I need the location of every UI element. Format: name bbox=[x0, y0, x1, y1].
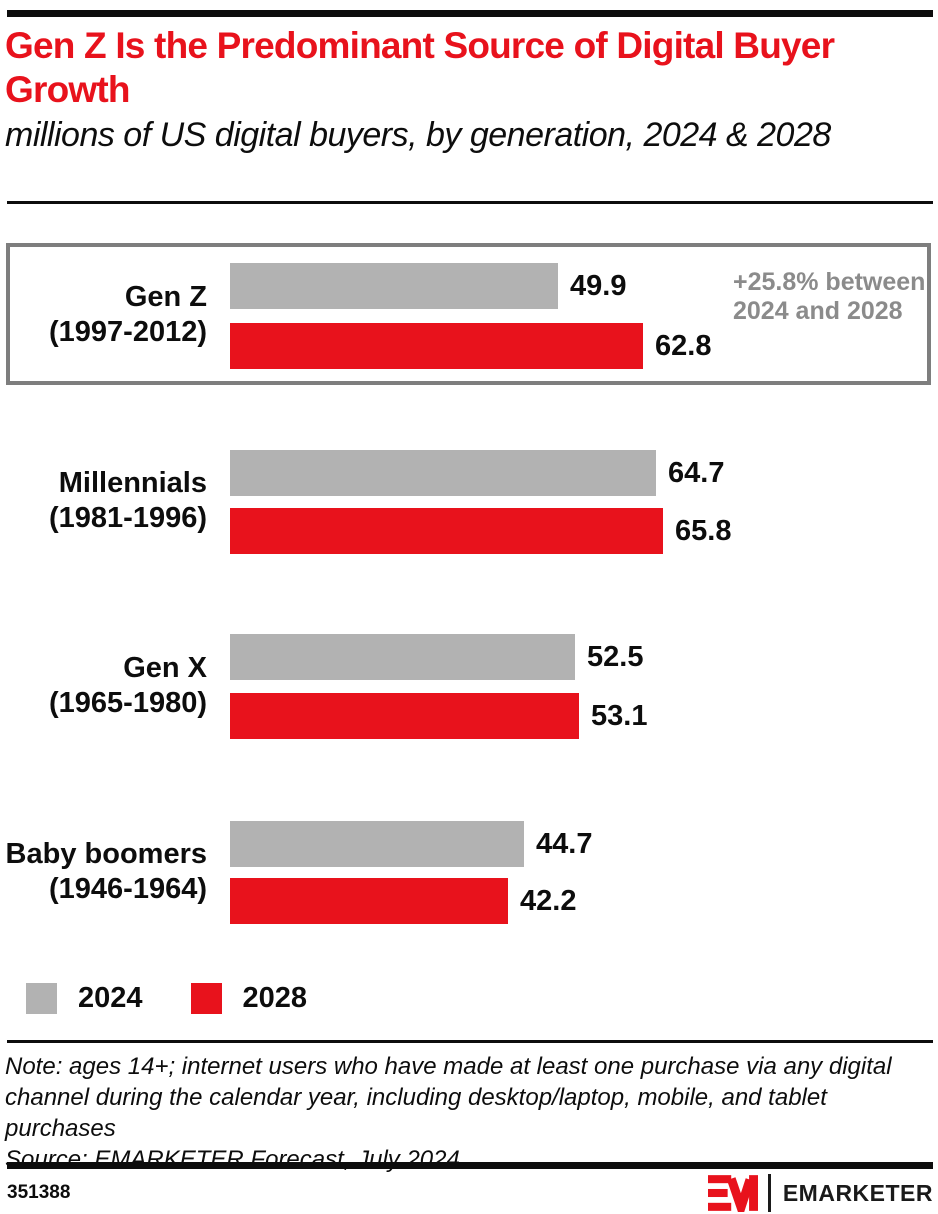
note-text: Note: ages 14+; internet users who have … bbox=[5, 1053, 892, 1142]
note-divider bbox=[7, 1040, 933, 1043]
bar-fill-2028 bbox=[230, 508, 663, 554]
category-label-millennials: Millennials (1981-1996) bbox=[0, 466, 207, 536]
bar-fill-2024 bbox=[230, 634, 575, 680]
growth-annotation: +25.8% between 2024 and 2028 bbox=[733, 268, 926, 325]
bar-row-gen-z-2024: 49.9 bbox=[230, 263, 626, 309]
legend-label-2024: 2024 bbox=[78, 982, 143, 1014]
logo-divider bbox=[767, 1174, 771, 1212]
bar-fill-2024 bbox=[230, 450, 656, 496]
chart-title: Gen Z Is the Predominant Source of Digit… bbox=[5, 25, 835, 110]
value-label: 44.7 bbox=[536, 827, 593, 860]
category-name: Gen Z bbox=[124, 281, 207, 313]
category-years: (1981-1996) bbox=[49, 502, 207, 534]
value-label: 62.8 bbox=[655, 329, 712, 362]
title-divider bbox=[7, 201, 933, 204]
legend: 2024 2028 bbox=[26, 982, 307, 1015]
value-label: 52.5 bbox=[587, 640, 644, 673]
value-label: 42.2 bbox=[520, 884, 577, 917]
bar-row-baby-boomers-2028: 42.2 bbox=[230, 878, 576, 924]
category-label-gen-x: Gen X (1965-1980) bbox=[0, 651, 207, 721]
legend-label-2028: 2028 bbox=[242, 982, 308, 1014]
bar-fill-2024 bbox=[230, 821, 524, 867]
chart-subtitle: millions of US digital buyers, by genera… bbox=[5, 116, 831, 154]
category-name: Baby boomers bbox=[5, 838, 207, 870]
bar-chart: Gen Z (1997-2012) 49.9 62.8 +25.8% betwe… bbox=[0, 230, 938, 1030]
category-name: Millennials bbox=[58, 467, 207, 499]
category-label-baby-boomers: Baby boomers (1946-1964) bbox=[0, 837, 207, 907]
category-name: Gen X bbox=[123, 652, 207, 684]
emarketer-logo: EMARKETER bbox=[707, 1174, 933, 1212]
bar-fill-2028 bbox=[230, 878, 508, 924]
legend-swatch-2028 bbox=[190, 983, 222, 1014]
legend-swatch-2024 bbox=[26, 983, 57, 1014]
em-logo-icon bbox=[707, 1175, 758, 1212]
category-label-gen-z: Gen Z (1997-2012) bbox=[0, 280, 207, 350]
bar-fill-2024 bbox=[230, 263, 558, 309]
value-label: 49.9 bbox=[570, 269, 627, 302]
category-years: (1946-1964) bbox=[49, 873, 207, 905]
value-label: 64.7 bbox=[668, 456, 725, 489]
bar-fill-2028 bbox=[230, 323, 643, 369]
value-label: 65.8 bbox=[675, 514, 732, 547]
bar-fill-2028 bbox=[230, 693, 579, 739]
bar-row-gen-x-2028: 53.1 bbox=[230, 693, 647, 739]
source-text: Source: EMARKETER Forecast, July 2024 bbox=[5, 1146, 460, 1173]
top-accent-bar bbox=[7, 10, 933, 17]
category-years: (1965-1980) bbox=[49, 687, 207, 719]
category-years: (1997-2012) bbox=[49, 316, 207, 348]
bar-row-millennials-2024: 64.7 bbox=[230, 450, 724, 496]
note-block: Note: ages 14+; internet users who have … bbox=[5, 1051, 933, 1175]
bar-row-baby-boomers-2024: 44.7 bbox=[230, 821, 592, 867]
bar-row-millennials-2028: 65.8 bbox=[230, 508, 731, 554]
genz-highlight-box bbox=[6, 243, 931, 385]
footer: 351388 EMARKETER bbox=[7, 1172, 933, 1214]
bar-row-gen-x-2024: 52.5 bbox=[230, 634, 643, 680]
chart-id: 351388 bbox=[7, 1182, 71, 1203]
footer-accent-bar bbox=[7, 1162, 933, 1169]
value-label: 53.1 bbox=[591, 699, 648, 732]
bar-row-gen-z-2028: 62.8 bbox=[230, 323, 711, 369]
logo-wordmark: EMARKETER bbox=[782, 1179, 933, 1206]
